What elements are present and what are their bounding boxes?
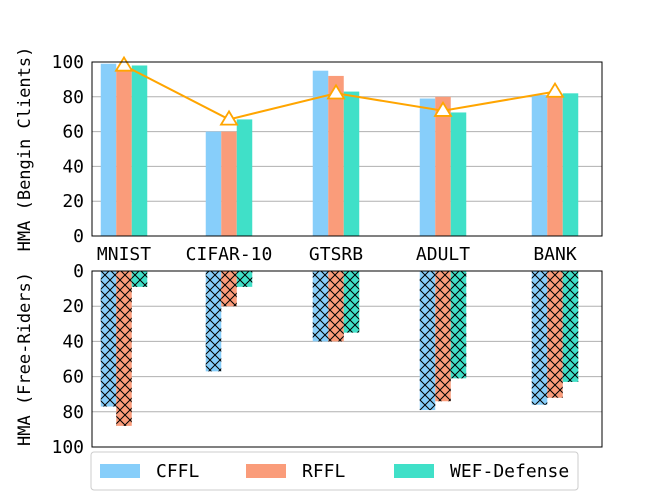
top-bar-rffl-bank [547, 96, 563, 236]
top-bar-wef-defense-mnist [131, 65, 148, 236]
legend: CFFL RFFL WEF-Defense [90, 451, 579, 491]
bottom-y-tick: 40 [62, 331, 84, 352]
bottom-bar-rffl-mnist-hatch [116, 271, 132, 426]
legend-label-rffl: RFFL [302, 461, 346, 482]
bottom-y-axis-label: HMA (Free-Riders) [15, 272, 35, 446]
top-bar-wef-defense-cifar-10 [236, 119, 253, 236]
top-bar-cffl-gtsrb [312, 70, 329, 236]
trend-marker-mnist [114, 55, 134, 72]
bottom-bar-rffl-gtsrb-hatch [328, 271, 344, 342]
legend-label-wef-defense: WEF-Defense [450, 461, 569, 482]
top-trend-line [114, 55, 565, 126]
legend-swatch-wef-defense [394, 464, 434, 478]
bottom-bar-cffl-bank-hatch [531, 271, 548, 405]
bottom-bar-wef-defense-gtsrb-hatch [343, 271, 360, 333]
top-y-tick: 60 [62, 122, 84, 143]
bottom-y-tick: 100 [51, 437, 84, 458]
trend-marker-gtsrb [326, 83, 346, 100]
top-bar-wef-defense-bank [562, 93, 579, 236]
bottom-y-tick: 20 [62, 296, 84, 317]
bottom-bar-rffl-bank-hatch [547, 271, 563, 398]
category-label-mnist: MNIST [97, 244, 151, 265]
bottom-bars [100, 271, 579, 426]
category-label-bank: BANK [533, 244, 577, 265]
top-bars [100, 63, 579, 237]
bottom-bar-wef-defense-cifar-10-hatch [236, 271, 253, 287]
bottom-bar-wef-defense-bank-hatch [562, 271, 579, 382]
top-y-axis-label: HMA (Bengin Clients) [15, 47, 35, 252]
bottom-bar-rffl-cifar-10-hatch [221, 271, 237, 307]
trend-marker-adult [433, 100, 453, 117]
top-y-tick-labels: 0 20 40 60 80 100 [51, 52, 84, 247]
category-label-gtsrb: GTSRB [309, 244, 363, 265]
bottom-plot-frame [91, 270, 603, 448]
top-bar-cffl-bank [531, 95, 548, 236]
top-bar-cffl-mnist [100, 63, 117, 236]
bottom-bar-wef-defense-adult-hatch [450, 271, 467, 379]
bottom-bar-rffl-adult-hatch [435, 271, 451, 402]
trend-marker-bank [545, 81, 565, 98]
bottom-bar-cffl-mnist-hatch [100, 271, 117, 407]
legend-label-cffl: CFFL [156, 461, 200, 482]
top-bar-rffl-adult [435, 96, 451, 236]
bottom-y-tick: 80 [62, 402, 84, 423]
top-y-tick: 100 [51, 52, 84, 73]
bottom-bar-cffl-adult-hatch [419, 271, 436, 411]
top-bar-wef-defense-adult [450, 112, 467, 236]
top-bar-wef-defense-gtsrb [343, 91, 360, 236]
top-plot-frame [91, 61, 603, 237]
top-bar-cffl-adult [419, 98, 436, 236]
top-bar-rffl-gtsrb [328, 75, 344, 236]
bottom-bar-wef-defense-mnist-hatch [131, 271, 148, 287]
top-y-tick: 0 [73, 226, 84, 247]
category-labels: MNIST CIFAR-10 GTSRB ADULT BANK [97, 244, 577, 265]
bottom-y-tick-labels: 0 20 40 60 80 100 [51, 261, 84, 458]
bottom-y-tick: 60 [62, 367, 84, 388]
top-y-tick: 40 [62, 156, 84, 177]
bottom-y-tick: 0 [73, 261, 84, 282]
bottom-bar-cffl-gtsrb-hatch [312, 271, 329, 342]
top-bar-rffl-mnist [116, 68, 132, 237]
legend-swatch-cffl [100, 464, 140, 478]
top-bar-cffl-cifar-10 [205, 131, 222, 236]
legend-frame [90, 451, 579, 491]
trend-marker-cifar-10 [219, 109, 239, 126]
bottom-bar-cffl-cifar-10-hatch [205, 271, 222, 372]
category-label-cifar-10: CIFAR-10 [186, 244, 273, 265]
category-label-adult: ADULT [416, 244, 470, 265]
top-bar-rffl-cifar-10 [221, 131, 237, 236]
top-y-tick: 80 [62, 87, 84, 108]
top-y-tick: 20 [62, 191, 84, 212]
legend-swatch-rffl [246, 464, 286, 478]
